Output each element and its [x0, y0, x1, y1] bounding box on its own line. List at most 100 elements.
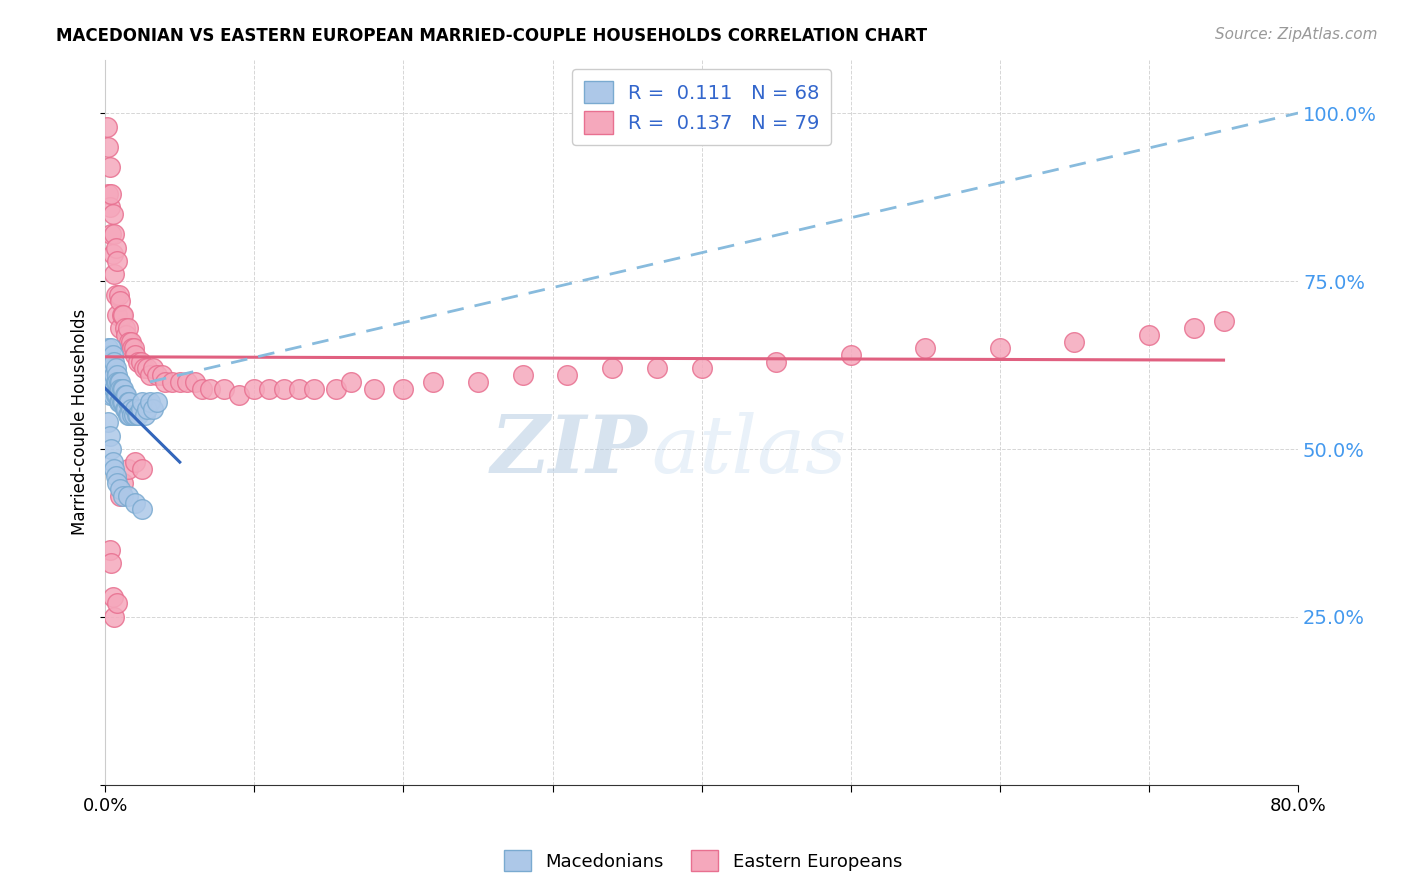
Point	[103, 610, 125, 624]
Point	[98, 388, 121, 402]
Point	[108, 375, 131, 389]
Point	[103, 462, 125, 476]
Point	[98, 375, 121, 389]
Point	[97, 355, 120, 369]
Point	[1182, 321, 1205, 335]
Point	[273, 382, 295, 396]
Point	[97, 140, 120, 154]
Point	[97, 341, 120, 355]
Point	[98, 361, 121, 376]
Point	[214, 382, 236, 396]
Point	[117, 395, 139, 409]
Text: ZIP: ZIP	[491, 412, 648, 490]
Point	[114, 321, 136, 335]
Point	[103, 382, 125, 396]
Point	[118, 395, 141, 409]
Point	[121, 409, 143, 423]
Point	[139, 368, 162, 383]
Point	[105, 388, 128, 402]
Point	[97, 375, 120, 389]
Point	[117, 462, 139, 476]
Point	[467, 375, 489, 389]
Point	[988, 341, 1011, 355]
Point	[1063, 334, 1085, 349]
Point	[110, 308, 132, 322]
Point	[117, 409, 139, 423]
Point	[101, 455, 124, 469]
Point	[115, 388, 138, 402]
Point	[107, 395, 129, 409]
Point	[131, 395, 153, 409]
Point	[228, 388, 250, 402]
Point	[124, 455, 146, 469]
Point	[125, 409, 148, 423]
Point	[142, 361, 165, 376]
Point	[105, 254, 128, 268]
Point	[146, 368, 169, 383]
Point	[288, 382, 311, 396]
Point	[103, 227, 125, 242]
Point	[142, 401, 165, 416]
Point	[100, 442, 122, 456]
Point	[129, 401, 152, 416]
Point	[101, 361, 124, 376]
Point	[136, 401, 159, 416]
Point	[112, 395, 135, 409]
Point	[100, 368, 122, 383]
Point	[100, 186, 122, 201]
Point	[100, 341, 122, 355]
Point	[153, 375, 176, 389]
Text: Source: ZipAtlas.com: Source: ZipAtlas.com	[1215, 27, 1378, 42]
Point	[110, 395, 132, 409]
Point	[243, 382, 266, 396]
Point	[363, 382, 385, 396]
Point	[127, 355, 149, 369]
Point	[169, 375, 191, 389]
Point	[117, 321, 139, 335]
Point	[557, 368, 579, 383]
Point	[600, 361, 623, 376]
Legend: R =  0.111   N = 68, R =  0.137   N = 79: R = 0.111 N = 68, R = 0.137 N = 79	[572, 70, 831, 145]
Point	[139, 395, 162, 409]
Point	[104, 375, 127, 389]
Point	[110, 382, 132, 396]
Point	[105, 375, 128, 389]
Point	[325, 382, 347, 396]
Point	[392, 382, 415, 396]
Point	[97, 186, 120, 201]
Point	[112, 308, 135, 322]
Legend: Macedonians, Eastern Europeans: Macedonians, Eastern Europeans	[496, 843, 910, 879]
Point	[107, 287, 129, 301]
Point	[124, 348, 146, 362]
Point	[112, 475, 135, 490]
Point	[122, 409, 145, 423]
Point	[127, 409, 149, 423]
Point	[257, 382, 280, 396]
Point	[96, 120, 118, 134]
Point	[104, 361, 127, 376]
Point	[96, 361, 118, 376]
Point	[115, 401, 138, 416]
Point	[108, 294, 131, 309]
Point	[104, 287, 127, 301]
Point	[103, 368, 125, 383]
Point	[100, 355, 122, 369]
Point	[120, 401, 142, 416]
Point	[131, 462, 153, 476]
Point	[101, 388, 124, 402]
Point	[645, 361, 668, 376]
Point	[198, 382, 221, 396]
Point	[183, 375, 205, 389]
Point	[131, 502, 153, 516]
Point	[118, 334, 141, 349]
Point	[114, 401, 136, 416]
Point	[98, 428, 121, 442]
Point	[136, 361, 159, 376]
Point	[1212, 314, 1234, 328]
Point	[839, 348, 862, 362]
Point	[105, 597, 128, 611]
Point	[103, 355, 125, 369]
Point	[103, 268, 125, 282]
Point	[105, 368, 128, 383]
Point	[104, 388, 127, 402]
